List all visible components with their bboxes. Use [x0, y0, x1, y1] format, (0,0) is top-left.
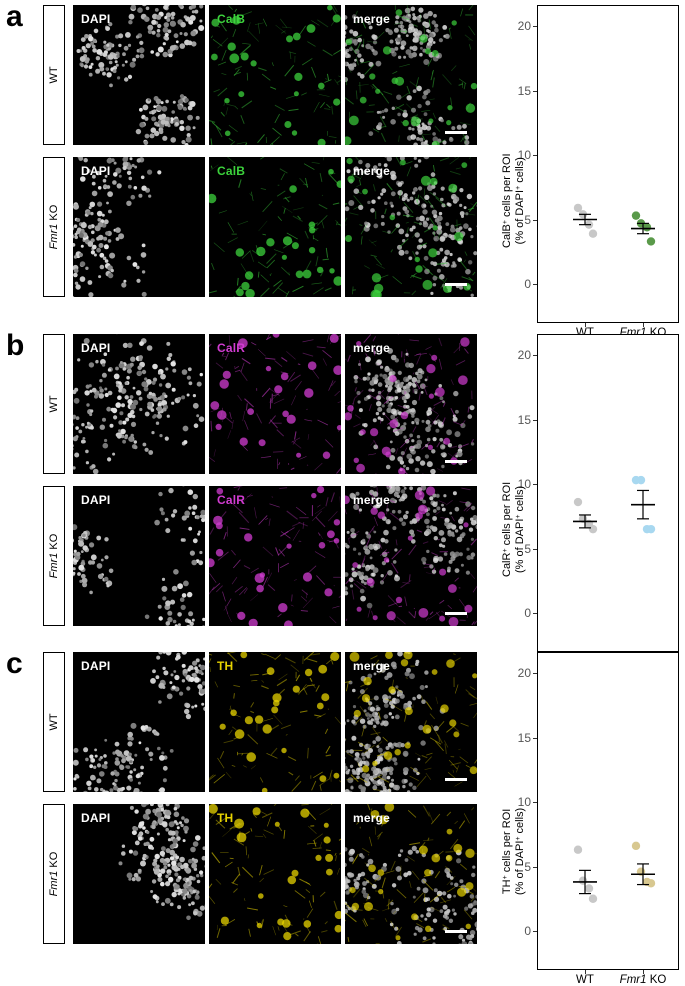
micrograph-calb: CalB	[209, 5, 341, 145]
channel-label: merge	[353, 493, 390, 507]
x-tick	[643, 323, 644, 327]
scale-bar	[445, 283, 467, 286]
y-tick-label: 0	[507, 277, 531, 291]
channel-label: DAPI	[81, 12, 110, 26]
x-tick	[585, 323, 586, 327]
scale-bar	[445, 778, 467, 781]
channel-label: merge	[353, 164, 390, 178]
channel-label: CalR	[217, 493, 245, 507]
micrograph-merge: merge	[345, 652, 477, 792]
genotype-label-box: Fmr1 KO	[43, 157, 65, 297]
y-tick	[533, 484, 537, 485]
y-tick	[533, 26, 537, 27]
y-tick-label: 15	[507, 84, 531, 98]
micrograph-th: TH	[209, 804, 341, 944]
panel-letter-b: b	[6, 331, 24, 361]
genotype-label-box: WT	[43, 334, 65, 474]
y-tick-label: 20	[507, 19, 531, 33]
y-tick	[533, 420, 537, 421]
scale-bar	[445, 131, 467, 134]
channel-label: merge	[353, 341, 390, 355]
genotype-label: Fmr1 KO	[48, 205, 60, 250]
micrograph-dapi: DAPI	[73, 157, 205, 297]
y-axis-label: CalR+ cells per ROI(% of DAPI+ cells)	[501, 482, 527, 577]
y-tick-label: 20	[507, 348, 531, 362]
y-tick-label: 20	[507, 666, 531, 680]
y-tick	[533, 220, 537, 221]
y-tick	[533, 931, 537, 932]
scale-bar	[445, 612, 467, 615]
genotype-label: WT	[48, 66, 60, 83]
channel-label: merge	[353, 12, 390, 26]
x-tick	[585, 970, 586, 974]
channel-label: DAPI	[81, 341, 110, 355]
channel-label: TH	[217, 811, 233, 825]
dot-plot	[537, 334, 679, 652]
y-tick-label: 0	[507, 606, 531, 620]
y-tick	[533, 673, 537, 674]
genotype-label: WT	[48, 713, 60, 730]
panel-letter-c: c	[6, 649, 23, 679]
genotype-label: Fmr1 KO	[48, 852, 60, 897]
scale-bar	[445, 930, 467, 933]
y-tick	[533, 284, 537, 285]
micrograph-calr: CalR	[209, 334, 341, 474]
micrograph-merge: merge	[345, 157, 477, 297]
channel-label: CalR	[217, 341, 245, 355]
panel-letter-a: a	[6, 2, 23, 32]
y-tick	[533, 802, 537, 803]
micrograph-merge: merge	[345, 334, 477, 474]
micrograph-dapi: DAPI	[73, 804, 205, 944]
channel-label: DAPI	[81, 811, 110, 825]
x-tick	[643, 970, 644, 974]
micrograph-calb: CalB	[209, 157, 341, 297]
genotype-label-box: WT	[43, 652, 65, 792]
y-tick	[533, 549, 537, 550]
y-axis-label: CalB+ cells per ROI(% of DAPI+ cells)	[501, 153, 527, 248]
y-tick-label: 0	[507, 924, 531, 938]
x-tick-label: WT	[576, 974, 594, 986]
micrograph-dapi: DAPI	[73, 334, 205, 474]
y-axis-label: TH+ cells per ROI(% of DAPI+ cells)	[501, 808, 527, 895]
micrograph-merge: merge	[345, 5, 477, 145]
scale-bar	[445, 460, 467, 463]
genotype-label-box: WT	[43, 5, 65, 145]
micrograph-dapi: DAPI	[73, 652, 205, 792]
genotype-label-box: Fmr1 KO	[43, 804, 65, 944]
micrograph-calr: CalR	[209, 486, 341, 626]
genotype-label: WT	[48, 395, 60, 412]
y-tick-label: 15	[507, 413, 531, 427]
y-tick	[533, 613, 537, 614]
micrograph-merge: merge	[345, 804, 477, 944]
y-tick	[533, 355, 537, 356]
genotype-label-box: Fmr1 KO	[43, 486, 65, 626]
channel-label: CalB	[217, 12, 245, 26]
micrograph-dapi: DAPI	[73, 486, 205, 626]
channel-label: merge	[353, 811, 390, 825]
dot-plot	[537, 652, 679, 970]
x-tick-label: Fmr1 KO	[620, 974, 667, 986]
channel-label: merge	[353, 659, 390, 673]
genotype-label: Fmr1 KO	[48, 534, 60, 579]
micrograph-merge: merge	[345, 486, 477, 626]
y-tick	[533, 867, 537, 868]
y-tick-label: 15	[507, 731, 531, 745]
channel-label: TH	[217, 659, 233, 673]
y-tick	[533, 91, 537, 92]
dot-plot	[537, 5, 679, 323]
channel-label: DAPI	[81, 164, 110, 178]
y-tick	[533, 738, 537, 739]
micrograph-th: TH	[209, 652, 341, 792]
y-tick	[533, 155, 537, 156]
channel-label: DAPI	[81, 659, 110, 673]
micrograph-dapi: DAPI	[73, 5, 205, 145]
channel-label: DAPI	[81, 493, 110, 507]
channel-label: CalB	[217, 164, 245, 178]
